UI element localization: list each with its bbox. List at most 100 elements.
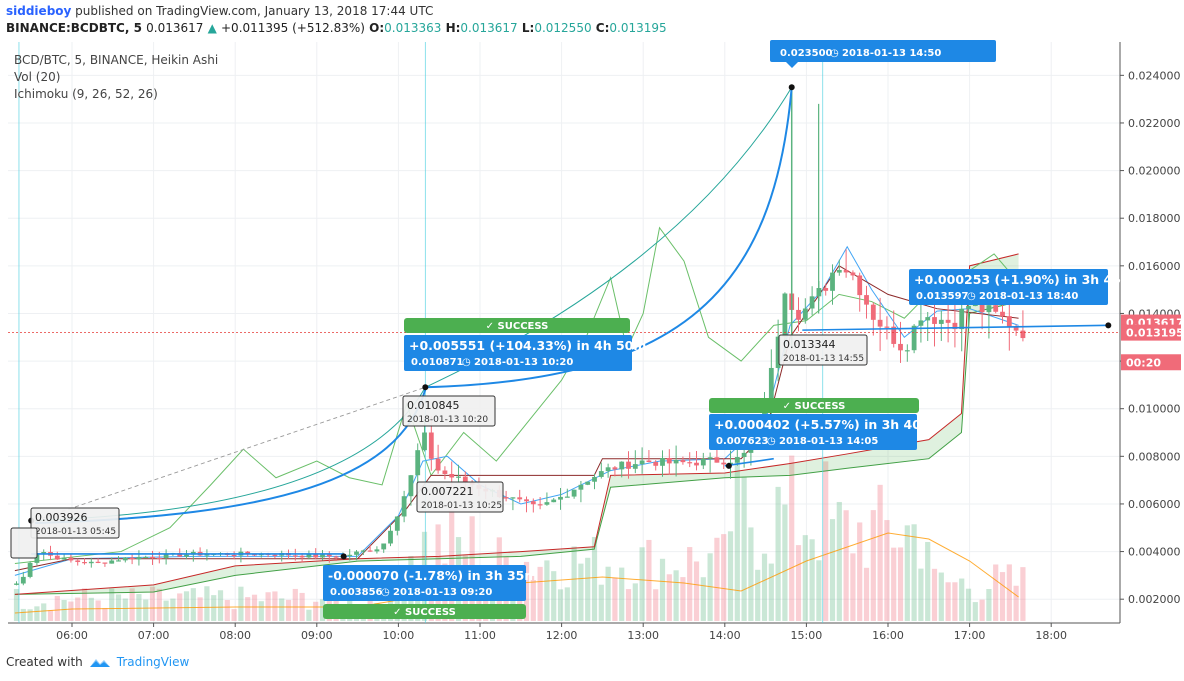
x-tick-label: 13:00 — [627, 629, 659, 642]
candle-body — [870, 304, 876, 320]
x-tick-label: 12:00 — [546, 629, 578, 642]
volume-bar — [564, 587, 570, 621]
candle-body — [102, 562, 108, 564]
y-tick-label: 0.022000 — [1128, 117, 1181, 130]
candle-body — [612, 467, 618, 470]
candle-body — [435, 458, 441, 471]
candle-body — [163, 553, 169, 559]
candle-body — [14, 583, 19, 585]
candle-body — [1020, 330, 1026, 339]
x-tick-label: 06:00 — [56, 629, 88, 642]
candle-body — [632, 464, 638, 469]
volume-bar — [680, 577, 686, 621]
volume-bar — [972, 602, 978, 621]
candle-body — [394, 516, 400, 531]
volume-bar — [326, 586, 332, 621]
candle-body — [918, 320, 924, 326]
callout-box — [323, 565, 526, 601]
candle-body — [714, 457, 720, 463]
volume-bar — [272, 591, 278, 621]
candle-body — [333, 556, 339, 558]
price-change: +0.011395 (+512.83%) — [221, 21, 365, 35]
volume-bar — [775, 486, 781, 621]
volume-bar — [965, 588, 972, 621]
volume-bar — [61, 600, 67, 621]
volume-bar — [700, 577, 706, 621]
candle-body — [925, 317, 931, 321]
y-tick-label: 0.006000 — [1128, 498, 1181, 511]
volume-bar — [102, 607, 108, 621]
candle-body — [544, 502, 550, 505]
callout-title: +0.000253 (+1.90%) in 3h 45m — [914, 272, 1134, 287]
up-arrow-icon: ▲ — [207, 21, 217, 35]
candle-body — [456, 476, 461, 478]
tradingview-link[interactable]: TradingView — [116, 655, 190, 669]
price-tag-box — [402, 395, 496, 427]
candle-body — [367, 550, 373, 552]
volume-bar — [238, 586, 244, 621]
candle-body — [884, 326, 890, 328]
candle-body — [68, 557, 74, 561]
legend-title: BCD/BTC, 5, BINANCE, Heikin Ashi — [14, 53, 219, 67]
volume-bar — [673, 570, 679, 621]
close-label: C: — [595, 21, 610, 35]
symbol-name: BINANCE:BCDBTC, 5 — [6, 21, 142, 35]
volume-bar — [829, 519, 836, 621]
x-tick-label: 11:00 — [464, 629, 496, 642]
volume-bar — [802, 535, 808, 621]
candle-body — [660, 457, 665, 466]
callout-price: 0.010871 — [411, 357, 464, 368]
price-tag-box — [30, 507, 120, 539]
volume-bar — [68, 601, 74, 621]
volume-bar — [170, 598, 176, 621]
volume-bar — [27, 609, 33, 621]
volume-bar — [741, 476, 747, 621]
candle-body — [156, 557, 162, 560]
x-tick-label: 18:00 — [1035, 629, 1067, 642]
volume-bar — [13, 588, 20, 621]
candle-body — [204, 554, 210, 556]
volume-ma-line — [14, 532, 1019, 614]
candle-body — [836, 269, 842, 273]
volume-bar — [517, 581, 523, 621]
candle-body — [585, 481, 591, 485]
candle-body — [802, 308, 808, 320]
anchor-point — [788, 84, 795, 91]
price-label-text: 00:20 — [1126, 356, 1161, 369]
candle-body — [1013, 327, 1019, 331]
author-link[interactable]: siddieboy — [6, 4, 72, 18]
candle-body — [653, 462, 659, 466]
chart-legend: BCD/BTC, 5, BINANCE, Heikin Ashi Vol (20… — [14, 52, 218, 103]
volume-bar — [993, 564, 999, 621]
candle-body — [850, 272, 856, 276]
candle-body — [952, 322, 958, 330]
volume-bar — [585, 557, 591, 621]
publish-info: published on TradingView.com, January 13… — [75, 4, 434, 18]
anchor-point — [725, 462, 732, 469]
volume-bar — [693, 561, 700, 621]
price-chart[interactable]: 0.024000 0.022000 0.020000 0.018000 0.016000… — [0, 40, 1184, 652]
volume-bar — [143, 599, 149, 621]
candle-body — [503, 497, 509, 499]
volume-bar — [612, 577, 618, 621]
candle-body — [388, 530, 393, 544]
volume-bar — [163, 600, 169, 621]
candle-body — [857, 275, 863, 296]
candle-body — [938, 319, 944, 324]
trade-callout: +0.000402 (+5.57%) in 3h 40m 0.007623◷ 201… — [709, 398, 934, 450]
low-value: 0.012550 — [534, 21, 592, 35]
candle-body — [95, 561, 101, 563]
publish-line: siddieboy published on TradingView.com, … — [6, 4, 433, 18]
y-tick-label: 0.008000 — [1128, 450, 1181, 463]
clock-icon: ◷ — [830, 48, 839, 59]
candle-body — [381, 543, 387, 550]
candle-body — [979, 302, 985, 313]
clock-icon: ◷ — [462, 357, 471, 368]
volume-bar — [251, 594, 258, 621]
price-tag: 0.007221 2018-01-13 10:25 — [416, 481, 504, 513]
volume-bar — [795, 545, 802, 621]
volume-bar — [544, 560, 550, 621]
volume-bar — [245, 597, 251, 621]
volume-bar — [979, 599, 985, 621]
x-tick-label: 07:00 — [138, 629, 170, 642]
